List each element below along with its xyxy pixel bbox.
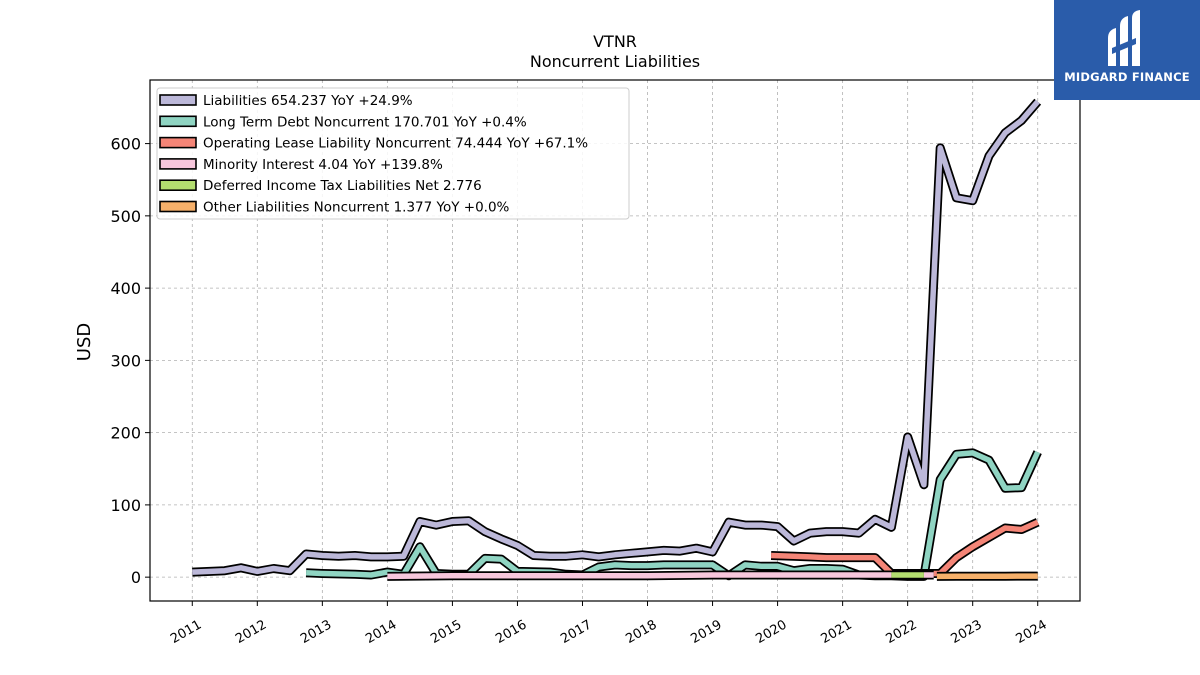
- x-tick-label: 2022: [883, 617, 919, 647]
- legend-label: Liabilities 654.237 YoY +24.9%: [203, 93, 413, 109]
- logo-text: MIDGARD FINANCE: [1064, 70, 1190, 84]
- legend: Liabilities 654.237 YoY +24.9% Long Term …: [156, 87, 630, 220]
- legend-label: Minority Interest 4.04 YoY +139.8%: [203, 157, 443, 173]
- legend-swatch: [159, 94, 197, 106]
- legend-swatch: [159, 136, 197, 149]
- series-0-line: [192, 98, 1042, 577]
- y-tick-label: 500: [110, 207, 141, 226]
- legend-swatch: [159, 158, 197, 170]
- legend-swatch: [159, 115, 197, 128]
- y-tick-label: 0: [131, 568, 141, 587]
- legend-label: Deferred Income Tax Liabilities Net 2.77…: [203, 178, 482, 194]
- y-tick-label: 100: [110, 496, 141, 515]
- y-tick-label: 400: [110, 279, 141, 298]
- x-tick-label: 2011: [168, 617, 204, 647]
- series-3-line: [387, 570, 934, 581]
- x-tick-label: 2019: [688, 617, 724, 647]
- x-axis: 2011 2012 2013 2014 2015 2016 2017 2018 2019 2020…: [168, 601, 1050, 647]
- legend-box: [156, 87, 630, 220]
- y-tick-label: 200: [110, 424, 141, 443]
- x-tick-label: 2013: [298, 617, 334, 647]
- series-layer: [192, 98, 1042, 581]
- y-tick-label: 600: [110, 135, 141, 154]
- x-tick-label: 2014: [363, 617, 399, 647]
- series-stroke: [387, 572, 934, 580]
- x-tick-label: 2020: [753, 617, 789, 647]
- legend-label: Operating Lease Liability Noncurrent 74.…: [203, 136, 588, 152]
- chart-title: VTNR: [593, 32, 637, 51]
- x-tick-label: 2015: [428, 617, 464, 647]
- legend-swatch: [159, 200, 197, 213]
- grid: [150, 80, 1080, 601]
- x-tick-label: 2023: [949, 617, 985, 647]
- plot-frame: [149, 79, 1081, 602]
- legend-label: Long Term Debt Noncurrent 170.701 YoY +0…: [203, 114, 527, 130]
- logo-mark-icon: [1108, 10, 1140, 66]
- legend-swatch: [159, 179, 197, 191]
- chart-subtitle: Noncurrent Liabilities: [530, 52, 700, 71]
- x-tick-label: 2021: [818, 617, 854, 647]
- y-tick-label: 300: [110, 351, 141, 370]
- y-axis-label: USD: [74, 323, 95, 361]
- x-tick-label: 2024: [1014, 617, 1050, 647]
- brand-logo: MIDGARD FINANCE: [1054, 0, 1200, 100]
- x-tick-label: 2018: [623, 617, 659, 647]
- series-stroke: [192, 99, 1040, 575]
- y-axis: 0 100 200 300 400 500 600: [110, 135, 150, 587]
- x-tick-label: 2012: [233, 617, 269, 647]
- x-tick-label: 2017: [558, 617, 594, 647]
- x-tick-label: 2016: [493, 617, 529, 647]
- legend-label: Other Liabilities Noncurrent 1.377 YoY +…: [203, 200, 510, 216]
